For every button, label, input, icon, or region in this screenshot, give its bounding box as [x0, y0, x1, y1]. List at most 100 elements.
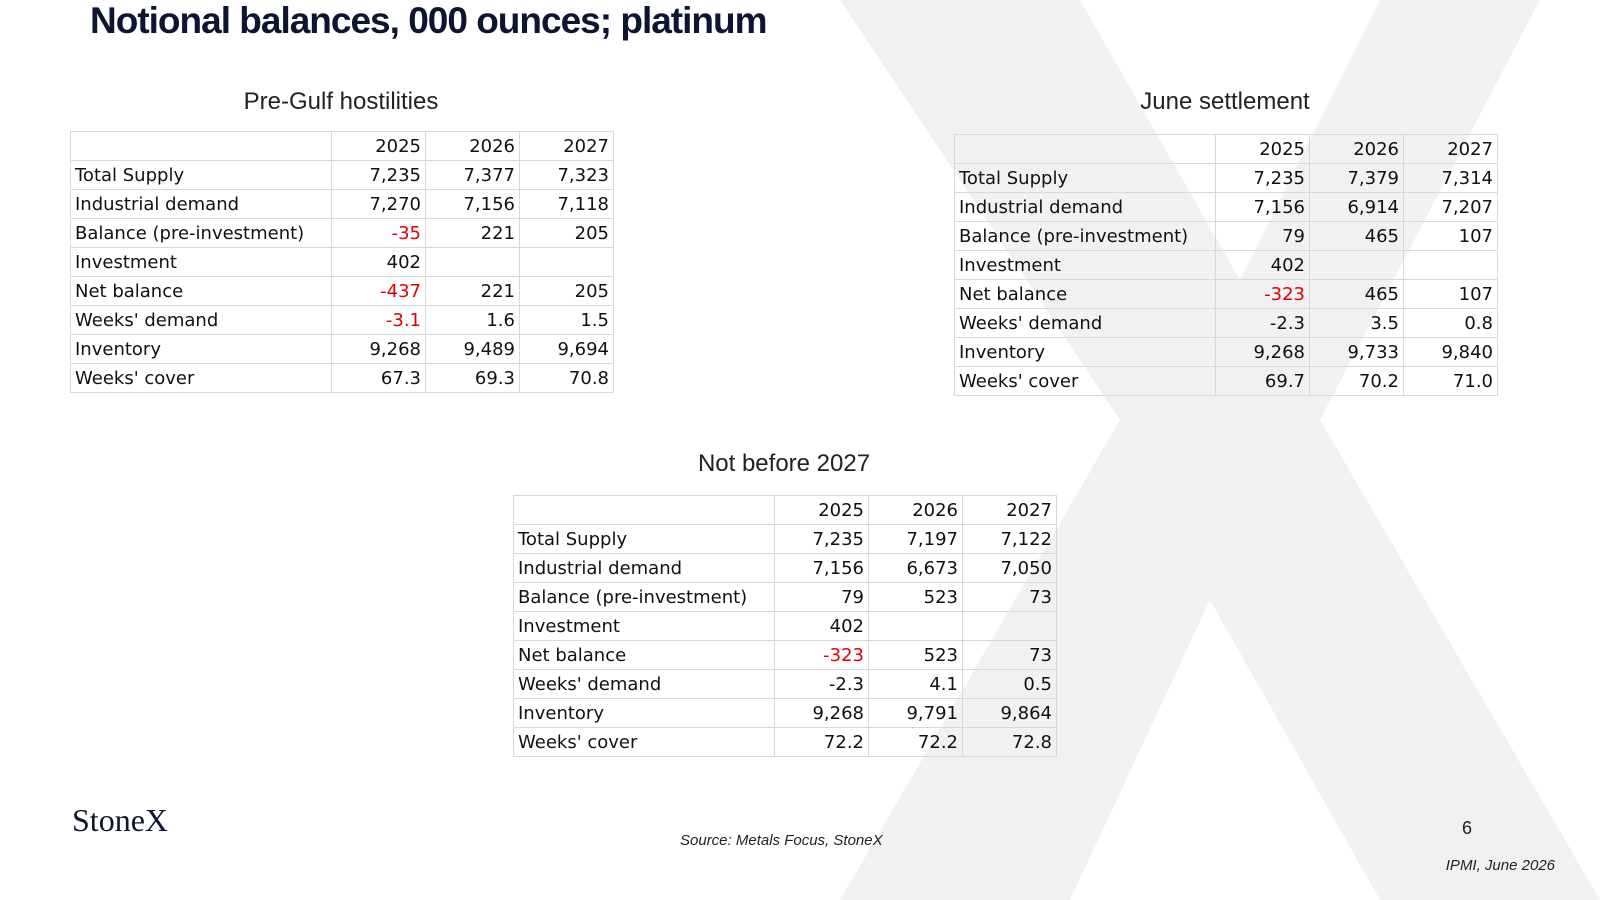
table-row: Weeks' demand -2.3 3.5 0.8	[954, 308, 1498, 338]
row-label: Investment	[70, 247, 332, 277]
cell: 9,733	[1309, 337, 1404, 367]
cell: -35	[331, 218, 426, 248]
cell: 7,377	[425, 160, 520, 190]
cell: 7,118	[519, 189, 614, 219]
table-row: Net balance -437 221 205	[70, 276, 614, 306]
cell: 7,207	[1403, 192, 1498, 222]
row-label: Investment	[513, 611, 775, 641]
table-row: Net balance -323 523 73	[513, 640, 1057, 670]
table-row: Balance (pre-investment) 79 465 107	[954, 221, 1498, 251]
cell: 402	[331, 247, 426, 277]
cell: 9,489	[425, 334, 520, 364]
cell: 205	[519, 276, 614, 306]
table-title: Pre-Gulf hostilities	[243, 88, 439, 115]
header-row: 2025 2026 2027	[70, 131, 614, 161]
row-label: Weeks' cover	[513, 727, 775, 757]
cell: 4.1	[868, 669, 963, 699]
cell: 7,156	[425, 189, 520, 219]
table-row: Investment 402	[954, 250, 1498, 280]
cell: 69.3	[425, 363, 520, 393]
column-header: 2026	[425, 131, 520, 161]
data-table: 2025 2026 2027 Total Supply 7,235 7,197 7,122 I…	[513, 495, 1057, 757]
row-label: Weeks' cover	[70, 363, 332, 393]
row-label: Investment	[954, 250, 1216, 280]
cell: 402	[774, 611, 869, 641]
cell: 1.5	[519, 305, 614, 335]
empty-cell	[962, 611, 1057, 641]
table-row: Industrial demand 7,156 6,914 7,207	[954, 192, 1498, 222]
table-row: Balance (pre-investment) -35 221 205	[70, 218, 614, 248]
table-title: Not before 2027	[697, 450, 871, 477]
cell: 73	[962, 582, 1057, 612]
table-row: Weeks' cover 69.7 70.2 71.0	[954, 366, 1498, 396]
row-label: Balance (pre-investment)	[513, 582, 775, 612]
cell: 7,235	[1215, 163, 1310, 193]
page-number: 6	[1462, 818, 1473, 838]
table-row: Weeks' cover 72.2 72.2 72.8	[513, 727, 1057, 757]
table-row: Inventory 9,268 9,489 9,694	[70, 334, 614, 364]
table-row: Weeks' demand -2.3 4.1 0.5	[513, 669, 1057, 699]
column-header: 2027	[962, 495, 1057, 525]
cell: 7,235	[331, 160, 426, 190]
header-row: 2025 2026 2027	[513, 495, 1057, 525]
cell: 7,270	[331, 189, 426, 219]
slide-title: Notional balances, 000 ounces; platinum	[90, 0, 768, 41]
row-label: Industrial demand	[513, 553, 775, 583]
table-row: Total Supply 7,235 7,197 7,122	[513, 524, 1057, 554]
table-row: Balance (pre-investment) 79 523 73	[513, 582, 1057, 612]
cell: 221	[425, 276, 520, 306]
table-row: Total Supply 7,235 7,379 7,314	[954, 163, 1498, 193]
empty-cell	[519, 247, 614, 277]
empty-cell	[1309, 250, 1404, 280]
row-label: Net balance	[70, 276, 332, 306]
cell: 79	[1215, 221, 1310, 251]
row-label: Inventory	[513, 698, 775, 728]
cell: -323	[1215, 279, 1310, 309]
row-label: Weeks' cover	[954, 366, 1216, 396]
data-table: 2025 2026 2027 Total Supply 7,235 7,379 7,314 I…	[954, 134, 1498, 396]
cell: 7,314	[1403, 163, 1498, 193]
corner-cell	[513, 495, 775, 525]
cell: 71.0	[1403, 366, 1498, 396]
cell: 72.2	[774, 727, 869, 757]
cell: 7,156	[774, 553, 869, 583]
table-row: Net balance -323 465 107	[954, 279, 1498, 309]
column-header: 2026	[1309, 134, 1404, 164]
table-row: Total Supply 7,235 7,377 7,323	[70, 160, 614, 190]
row-label: Balance (pre-investment)	[954, 221, 1216, 251]
cell: 9,268	[331, 334, 426, 364]
cell: 9,791	[868, 698, 963, 728]
cell: -2.3	[1215, 308, 1310, 338]
cell: 523	[868, 640, 963, 670]
table-row: Weeks' cover 67.3 69.3 70.8	[70, 363, 614, 393]
cell: 70.8	[519, 363, 614, 393]
cell: 465	[1309, 221, 1404, 251]
empty-cell	[1403, 250, 1498, 280]
cell: 9,268	[1215, 337, 1310, 367]
cell: 6,673	[868, 553, 963, 583]
table-row: Industrial demand 7,156 6,673 7,050	[513, 553, 1057, 583]
data-table: 2025 2026 2027 Total Supply 7,235 7,377 7,323 I…	[70, 131, 614, 393]
source-note: Source: Metals Focus, StoneX	[680, 832, 883, 849]
row-label: Industrial demand	[954, 192, 1216, 222]
row-label: Industrial demand	[70, 189, 332, 219]
cell: 205	[519, 218, 614, 248]
column-header: 2026	[868, 495, 963, 525]
column-header: 2025	[774, 495, 869, 525]
cell: 3.5	[1309, 308, 1404, 338]
cell: 7,323	[519, 160, 614, 190]
table-row: Investment 402	[513, 611, 1057, 641]
row-label: Weeks' demand	[954, 308, 1216, 338]
cell: 72.8	[962, 727, 1057, 757]
cell: 9,840	[1403, 337, 1498, 367]
logo: StoneX	[72, 802, 168, 838]
cell: -2.3	[774, 669, 869, 699]
column-header: 2027	[1403, 134, 1498, 164]
cell: 7,379	[1309, 163, 1404, 193]
cell: 67.3	[331, 363, 426, 393]
header-row: 2025 2026 2027	[954, 134, 1498, 164]
empty-cell	[425, 247, 520, 277]
cell: 1.6	[425, 305, 520, 335]
cell: 402	[1215, 250, 1310, 280]
